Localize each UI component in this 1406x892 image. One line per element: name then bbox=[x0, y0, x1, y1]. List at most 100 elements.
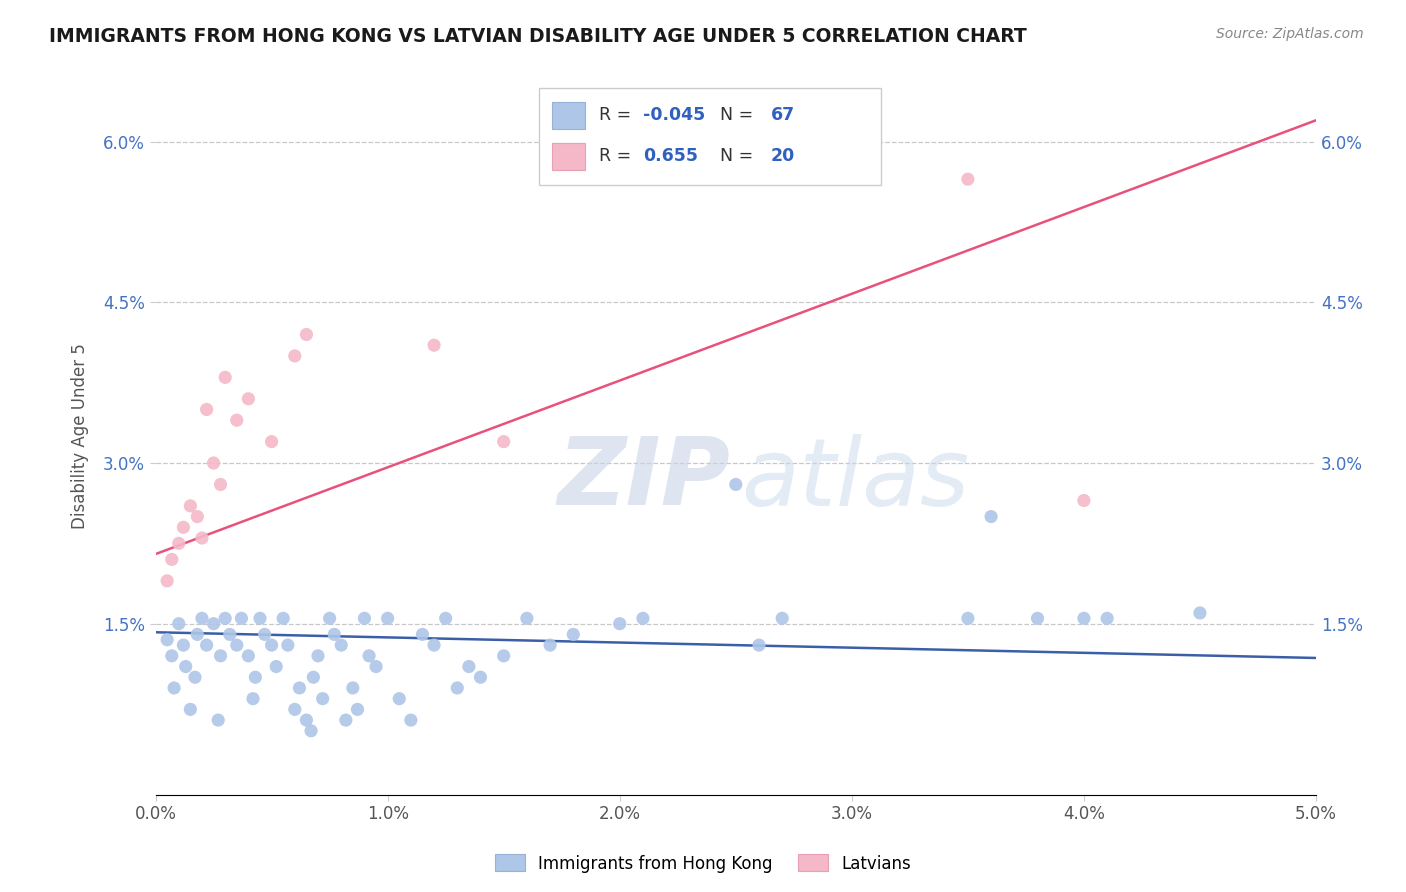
Point bbox=[284, 349, 307, 363]
Point bbox=[956, 611, 979, 625]
Point bbox=[318, 611, 340, 625]
Point bbox=[191, 611, 214, 625]
Point bbox=[748, 638, 770, 652]
Text: IMMIGRANTS FROM HONG KONG VS LATVIAN DISABILITY AGE UNDER 5 CORRELATION CHART: IMMIGRANTS FROM HONG KONG VS LATVIAN DIS… bbox=[49, 27, 1026, 45]
Point bbox=[172, 638, 194, 652]
Point bbox=[423, 638, 446, 652]
Point bbox=[253, 627, 276, 641]
Point bbox=[295, 327, 318, 342]
Text: Source: ZipAtlas.com: Source: ZipAtlas.com bbox=[1216, 27, 1364, 41]
Point bbox=[423, 338, 446, 352]
Text: N =: N = bbox=[709, 106, 759, 125]
Point bbox=[260, 434, 283, 449]
Point bbox=[156, 574, 179, 588]
Point bbox=[163, 681, 186, 695]
Point bbox=[195, 402, 218, 417]
Text: 67: 67 bbox=[770, 106, 794, 125]
Point bbox=[184, 670, 207, 684]
Point bbox=[724, 477, 747, 491]
Point bbox=[191, 531, 214, 545]
Point bbox=[1188, 606, 1211, 620]
Point bbox=[1073, 611, 1095, 625]
Point bbox=[160, 552, 183, 566]
Point bbox=[174, 659, 197, 673]
Point bbox=[249, 611, 271, 625]
Point bbox=[446, 681, 468, 695]
Point bbox=[377, 611, 399, 625]
Point bbox=[492, 648, 515, 663]
Text: R =: R = bbox=[599, 147, 643, 165]
Point bbox=[186, 627, 208, 641]
Point bbox=[238, 648, 260, 663]
Text: -0.045: -0.045 bbox=[643, 106, 706, 125]
Point bbox=[225, 413, 247, 427]
Point bbox=[288, 681, 311, 695]
Point bbox=[311, 691, 333, 706]
FancyBboxPatch shape bbox=[538, 88, 880, 185]
Text: ZIP: ZIP bbox=[557, 434, 730, 525]
Point bbox=[167, 536, 190, 550]
Point bbox=[1073, 493, 1095, 508]
Point bbox=[209, 648, 232, 663]
Point bbox=[457, 659, 479, 673]
Point bbox=[179, 702, 201, 716]
Point bbox=[770, 611, 793, 625]
Point bbox=[245, 670, 267, 684]
Point bbox=[231, 611, 253, 625]
Point bbox=[631, 611, 654, 625]
FancyBboxPatch shape bbox=[553, 143, 585, 170]
Point bbox=[980, 509, 1002, 524]
Point bbox=[302, 670, 325, 684]
Point bbox=[609, 616, 631, 631]
Point bbox=[353, 611, 375, 625]
Point bbox=[271, 611, 294, 625]
Point bbox=[434, 611, 457, 625]
FancyBboxPatch shape bbox=[553, 102, 585, 129]
Point bbox=[346, 702, 368, 716]
Point bbox=[470, 670, 492, 684]
Point bbox=[411, 627, 433, 641]
Point bbox=[260, 638, 283, 652]
Point bbox=[242, 691, 264, 706]
Point bbox=[186, 509, 208, 524]
Point bbox=[342, 681, 364, 695]
Point bbox=[956, 172, 979, 186]
Point bbox=[195, 638, 218, 652]
Point bbox=[538, 638, 561, 652]
Point bbox=[218, 627, 240, 641]
Point bbox=[238, 392, 260, 406]
Point bbox=[167, 616, 190, 631]
Point bbox=[209, 477, 232, 491]
Point bbox=[357, 648, 380, 663]
Point bbox=[160, 648, 183, 663]
Point bbox=[1095, 611, 1118, 625]
Point bbox=[516, 611, 538, 625]
Point bbox=[214, 370, 236, 384]
Point bbox=[399, 713, 422, 727]
Point bbox=[202, 616, 225, 631]
Text: N =: N = bbox=[709, 147, 759, 165]
Point bbox=[307, 648, 329, 663]
Point bbox=[323, 627, 346, 641]
Point bbox=[277, 638, 299, 652]
Point bbox=[492, 434, 515, 449]
Point bbox=[295, 713, 318, 727]
Point bbox=[284, 702, 307, 716]
Point bbox=[214, 611, 236, 625]
Point bbox=[1026, 611, 1049, 625]
Point bbox=[364, 659, 387, 673]
Point bbox=[335, 713, 357, 727]
Legend: Immigrants from Hong Kong, Latvians: Immigrants from Hong Kong, Latvians bbox=[488, 847, 918, 880]
Point bbox=[172, 520, 194, 534]
Point bbox=[330, 638, 353, 652]
Y-axis label: Disability Age Under 5: Disability Age Under 5 bbox=[72, 343, 89, 529]
Text: R =: R = bbox=[599, 106, 637, 125]
Point bbox=[202, 456, 225, 470]
Text: 20: 20 bbox=[770, 147, 794, 165]
Point bbox=[299, 723, 322, 738]
Point bbox=[207, 713, 229, 727]
Point bbox=[225, 638, 247, 652]
Point bbox=[264, 659, 287, 673]
Point bbox=[179, 499, 201, 513]
Text: 0.655: 0.655 bbox=[643, 147, 697, 165]
